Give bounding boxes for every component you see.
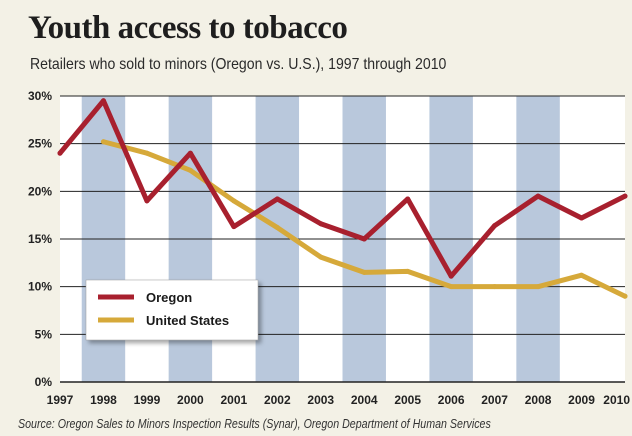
- data-point-oregon-2010: [622, 193, 628, 199]
- data-point-united-states-2004: [361, 269, 367, 275]
- x-tick-label: 2004: [351, 393, 378, 407]
- x-tick-label: 2008: [525, 393, 552, 407]
- y-tick-label: 5%: [35, 327, 53, 341]
- y-tick-label: 30%: [28, 89, 52, 103]
- x-tick-label: 2010: [603, 393, 630, 407]
- x-tick-label: 2009: [568, 393, 595, 407]
- y-tick-label: 20%: [28, 184, 52, 198]
- legend-label-united-states: United States: [146, 313, 229, 328]
- data-point-oregon-2007: [492, 223, 498, 229]
- x-tick-label: 1999: [134, 393, 161, 407]
- data-point-united-states-2001: [231, 198, 237, 204]
- x-tick-label: 2007: [481, 393, 508, 407]
- data-point-oregon-2009: [579, 215, 585, 221]
- chart-subtitle: Retailers who sold to minors (Oregon vs.…: [30, 56, 447, 73]
- data-point-oregon-2004: [361, 236, 367, 242]
- y-tick-label: 10%: [28, 280, 52, 294]
- data-point-oregon-2008: [535, 193, 541, 199]
- x-tick-label: 1997: [47, 393, 74, 407]
- data-point-united-states-2010: [622, 293, 628, 299]
- data-point-united-states-1998: [100, 139, 106, 145]
- data-point-united-states-2007: [492, 284, 498, 290]
- x-tick-label: 2005: [394, 393, 421, 407]
- x-tick-label: 2003: [307, 393, 334, 407]
- series-lines: [57, 98, 628, 299]
- legend-label-oregon: Oregon: [146, 290, 192, 305]
- data-point-united-states-2002: [274, 225, 280, 231]
- data-point-oregon-1999: [144, 198, 150, 204]
- x-axis-ticks: 1997 1998 1999 2000 2001 2002 2003 2004 2005 2006…: [47, 393, 631, 407]
- x-tick-label: 2000: [177, 393, 204, 407]
- data-point-united-states-2005: [405, 268, 411, 274]
- data-point-united-states-2008: [535, 284, 541, 290]
- y-axis-ticks: 0% 5% 10% 15% 20% 25% 30%: [28, 89, 52, 389]
- chart-title: Youth access to tobacco: [28, 10, 348, 46]
- data-point-united-states-2006: [448, 284, 454, 290]
- data-point-oregon-2005: [405, 196, 411, 202]
- data-point-united-states-2009: [579, 272, 585, 278]
- chart-source: Source: Oregon Sales to Minors Inspectio…: [18, 416, 491, 431]
- data-point-oregon-2003: [318, 221, 324, 227]
- data-point-oregon-2002: [274, 196, 280, 202]
- legend-box: [85, 279, 259, 341]
- y-tick-label: 15%: [28, 232, 52, 246]
- y-tick-label: 0%: [35, 375, 53, 389]
- data-point-oregon-1998: [100, 98, 106, 104]
- x-tick-label: 2006: [438, 393, 465, 407]
- data-point-united-states-2000: [187, 167, 193, 173]
- data-point-united-states-1999: [144, 150, 150, 156]
- legend: Oregon United States: [85, 279, 259, 341]
- data-point-oregon-2001: [231, 224, 237, 230]
- data-point-oregon-2000: [187, 150, 193, 156]
- data-point-united-states-2003: [318, 254, 324, 260]
- y-tick-label: 25%: [28, 137, 52, 151]
- x-tick-label: 2002: [264, 393, 291, 407]
- data-point-oregon-2006: [448, 273, 454, 279]
- data-point-oregon-1997: [57, 150, 63, 156]
- x-tick-label: 2001: [220, 393, 247, 407]
- x-tick-label: 1998: [90, 393, 117, 407]
- series-line-oregon: [57, 98, 628, 279]
